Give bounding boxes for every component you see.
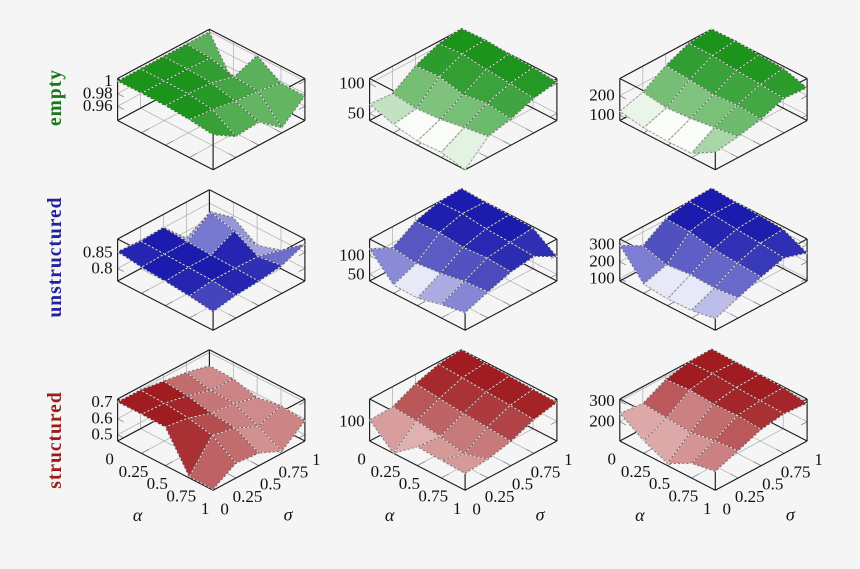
svg-text:α: α bbox=[635, 505, 645, 525]
svg-text:0: 0 bbox=[472, 499, 481, 518]
svg-text:0.85: 0.85 bbox=[83, 242, 113, 261]
svg-text:0.25: 0.25 bbox=[119, 462, 149, 481]
svg-text:0: 0 bbox=[723, 499, 732, 518]
svg-text:0: 0 bbox=[105, 450, 114, 469]
svg-text:0.25: 0.25 bbox=[233, 487, 263, 506]
svg-text:structured: structured bbox=[45, 391, 66, 488]
svg-text:0.5: 0.5 bbox=[91, 425, 112, 444]
svg-text:1: 1 bbox=[201, 499, 210, 518]
svg-text:50: 50 bbox=[348, 103, 365, 122]
svg-text:100: 100 bbox=[339, 411, 365, 430]
svg-text:200: 200 bbox=[589, 252, 615, 271]
svg-text:0.5: 0.5 bbox=[649, 474, 670, 493]
svg-text:0.25: 0.25 bbox=[485, 487, 515, 506]
svg-text:0.75: 0.75 bbox=[781, 462, 811, 481]
svg-text:0.5: 0.5 bbox=[762, 475, 783, 494]
svg-text:100: 100 bbox=[589, 105, 615, 124]
svg-text:1: 1 bbox=[104, 71, 113, 90]
svg-text:0.75: 0.75 bbox=[531, 462, 561, 481]
svg-text:0.5: 0.5 bbox=[147, 474, 168, 493]
svg-text:σ: σ bbox=[786, 504, 796, 524]
svg-text:1: 1 bbox=[703, 499, 712, 518]
svg-text:0: 0 bbox=[220, 499, 229, 518]
svg-text:200: 200 bbox=[589, 412, 615, 431]
svg-text:0.5: 0.5 bbox=[399, 474, 420, 493]
svg-text:300: 300 bbox=[589, 235, 615, 254]
svg-text:0.75: 0.75 bbox=[279, 462, 309, 481]
svg-text:0.6: 0.6 bbox=[91, 409, 112, 428]
svg-text:σ: σ bbox=[536, 504, 546, 524]
svg-text:0.8: 0.8 bbox=[91, 258, 112, 277]
svg-text:1: 1 bbox=[453, 499, 462, 518]
svg-text:100: 100 bbox=[589, 269, 615, 288]
svg-text:50: 50 bbox=[348, 264, 365, 283]
svg-text:300: 300 bbox=[589, 391, 615, 410]
svg-text:0.75: 0.75 bbox=[166, 487, 196, 506]
svg-text:0.75: 0.75 bbox=[669, 487, 699, 506]
svg-text:0.98: 0.98 bbox=[83, 84, 113, 103]
svg-text:empty: empty bbox=[45, 69, 66, 126]
svg-text:0.7: 0.7 bbox=[91, 392, 113, 411]
svg-text:unstructured: unstructured bbox=[45, 196, 66, 317]
svg-text:0.96: 0.96 bbox=[83, 96, 113, 115]
svg-text:0.5: 0.5 bbox=[260, 475, 281, 494]
svg-text:100: 100 bbox=[339, 245, 365, 264]
svg-text:σ: σ bbox=[284, 504, 294, 524]
svg-text:0.25: 0.25 bbox=[735, 487, 765, 506]
svg-text:1: 1 bbox=[814, 450, 823, 469]
svg-text:200: 200 bbox=[589, 86, 615, 105]
svg-text:0.25: 0.25 bbox=[621, 462, 651, 481]
svg-text:0.5: 0.5 bbox=[512, 475, 533, 494]
svg-text:0.75: 0.75 bbox=[418, 487, 448, 506]
svg-text:α: α bbox=[133, 505, 143, 525]
svg-text:100: 100 bbox=[339, 74, 365, 93]
svg-text:0: 0 bbox=[608, 450, 617, 469]
svg-text:0: 0 bbox=[357, 450, 366, 469]
svg-text:1: 1 bbox=[312, 450, 321, 469]
svg-text:1: 1 bbox=[564, 450, 573, 469]
svg-text:0.25: 0.25 bbox=[371, 462, 401, 481]
svg-text:α: α bbox=[385, 505, 395, 525]
